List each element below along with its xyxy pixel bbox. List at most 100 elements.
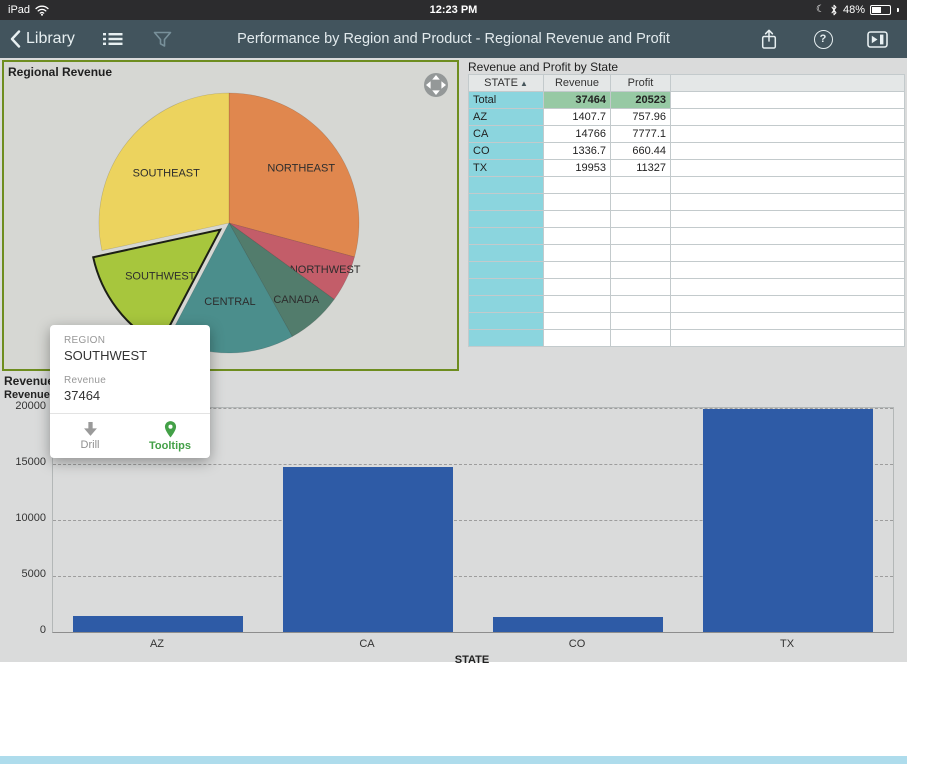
- bar-co[interactable]: [493, 617, 663, 632]
- table-empty-row: [468, 176, 905, 194]
- profit-cell[interactable]: 20523: [610, 91, 671, 109]
- state-cell: [468, 295, 544, 313]
- pie-slice-canada[interactable]: [228, 222, 335, 337]
- column-header-profit[interactable]: Profit: [610, 74, 671, 92]
- state-cell[interactable]: CO: [468, 142, 544, 160]
- back-button[interactable]: Library: [10, 30, 75, 48]
- pie-slice-label: NORTHEAST: [267, 163, 335, 175]
- table-panel-title: Revenue and Profit by State: [468, 60, 619, 74]
- blank-cell: [670, 142, 905, 160]
- maximize-button[interactable]: [423, 72, 449, 98]
- profit-cell[interactable]: 7777.1: [610, 125, 671, 143]
- x-tick-label: AZ: [149, 638, 165, 650]
- gridline: [53, 520, 893, 521]
- state-cell: [468, 193, 544, 211]
- tooltips-button[interactable]: Tooltips: [130, 414, 210, 458]
- y-axis-title: Revenue: [4, 389, 50, 401]
- collapse-panel-button[interactable]: [861, 24, 893, 54]
- x-axis-title: STATE: [454, 654, 490, 666]
- profit-cell[interactable]: 11327: [610, 159, 671, 177]
- tooltips-label: Tooltips: [149, 439, 191, 452]
- table-empty-row: [468, 193, 905, 211]
- column-header-blank: [670, 74, 905, 92]
- state-cell: [468, 210, 544, 228]
- revenue-cell[interactable]: 14766: [543, 125, 611, 143]
- table-empty-row: [468, 329, 905, 347]
- y-tick-label: 15000: [15, 456, 46, 468]
- column-header-revenue[interactable]: Revenue: [543, 74, 611, 92]
- profit-cell[interactable]: 757.96: [610, 108, 671, 126]
- bar-ca[interactable]: [283, 466, 453, 632]
- pie-slice-label: SOUTHEAST: [133, 167, 201, 179]
- state-cell[interactable]: Total: [468, 91, 544, 109]
- state-table: STATE ▲ Revenue Profit Total 37464 20523 AZ 1…: [468, 74, 905, 347]
- bottom-scroll-strip[interactable]: [0, 756, 907, 764]
- table-row: AZ 1407.7 757.96: [468, 108, 905, 126]
- status-bar: iPad 12:23 PM ☾ 48%: [0, 0, 907, 20]
- dashboard-canvas: Regional Revenue NORTHEAST NORTHWEST CANAD…: [0, 58, 907, 666]
- pie-slice-southeast[interactable]: [98, 92, 230, 251]
- share-button[interactable]: [753, 24, 785, 54]
- table-empty-row: [468, 295, 905, 313]
- profit-cell[interactable]: 660.44: [610, 142, 671, 160]
- app-window: iPad 12:23 PM ☾ 48% Library: [0, 0, 907, 764]
- x-tick-label: TX: [779, 638, 795, 650]
- bar-az[interactable]: [73, 616, 243, 632]
- revenue-cell[interactable]: 37464: [543, 91, 611, 109]
- bar-panel[interactable]: Revenue Revenue 0 5000 10000 15000 20000 AZ C…: [0, 372, 907, 666]
- table-empty-row: [468, 210, 905, 228]
- table-header-row: STATE ▲ Revenue Profit: [468, 74, 905, 92]
- tooltip-measure-value: 37464: [64, 388, 101, 403]
- help-button[interactable]: ?: [807, 24, 839, 54]
- table-row: CA 14766 7777.1: [468, 125, 905, 143]
- app-toolbar: Library Performance by Region and Produc…: [0, 20, 907, 58]
- table-empty-row: [468, 244, 905, 262]
- battery-icon: [870, 5, 891, 15]
- bar-tx[interactable]: [703, 408, 873, 632]
- pie-panel[interactable]: Regional Revenue NORTHEAST NORTHWEST CANAD…: [2, 60, 459, 371]
- state-table-body: Total 37464 20523 AZ 1407.7 757.96 CA 14766 7777…: [468, 91, 905, 347]
- pie-chart[interactable]: NORTHEAST NORTHWEST CANADA CENTRAL SOUTHWEST…: [4, 62, 457, 369]
- sort-ascending-icon: ▲: [519, 79, 528, 88]
- collapse-panel-icon: [866, 30, 888, 48]
- revenue-cell[interactable]: 1407.7: [543, 108, 611, 126]
- table-panel: Revenue and Profit by State STATE ▲ Reven…: [464, 58, 907, 370]
- state-cell[interactable]: CA: [468, 125, 544, 143]
- column-header-state[interactable]: STATE ▲: [468, 74, 544, 92]
- filter-funnel-icon: [154, 31, 172, 47]
- filter-button[interactable]: [147, 24, 179, 54]
- share-icon: [761, 29, 777, 49]
- pie-panel-title: Regional Revenue: [8, 65, 113, 79]
- pie-slice-label: SOUTHWEST: [125, 270, 196, 282]
- gridline: [53, 576, 893, 577]
- revenue-cell[interactable]: 19953: [543, 159, 611, 177]
- state-cell[interactable]: AZ: [468, 108, 544, 126]
- wifi-icon: [35, 5, 49, 16]
- y-tick-label: 5000: [21, 568, 46, 580]
- revenue-cell[interactable]: 1336.7: [543, 142, 611, 160]
- blank-cell: [670, 91, 905, 109]
- report-list-button[interactable]: [97, 24, 129, 54]
- y-tick-label: 0: [39, 624, 46, 636]
- tooltip-measure-label: Revenue: [64, 375, 107, 386]
- y-tick-label: 10000: [15, 512, 46, 524]
- state-cell: [468, 329, 544, 347]
- pie-slice-northwest[interactable]: [228, 222, 355, 300]
- list-icon: [102, 33, 123, 45]
- state-cell[interactable]: TX: [468, 159, 544, 177]
- bar-plot: [52, 407, 894, 633]
- pie-slice-northeast[interactable]: [228, 92, 360, 258]
- drill-button[interactable]: Drill: [50, 414, 130, 458]
- table-row: Total 37464 20523: [468, 91, 905, 109]
- slice-tooltip: REGION SOUTHWEST Revenue 37464 Drill: [50, 325, 210, 458]
- do-not-disturb-moon-icon: ☾: [816, 4, 825, 15]
- blank-cell: [670, 125, 905, 143]
- state-cell: [468, 244, 544, 262]
- device-label: iPad: [8, 4, 31, 16]
- blank-cell: [670, 108, 905, 126]
- blank-cell: [670, 159, 905, 177]
- gridline: [53, 408, 893, 409]
- y-tick-label: 20000: [15, 400, 46, 412]
- table-empty-row: [468, 312, 905, 330]
- x-tick-label: CA: [359, 638, 375, 650]
